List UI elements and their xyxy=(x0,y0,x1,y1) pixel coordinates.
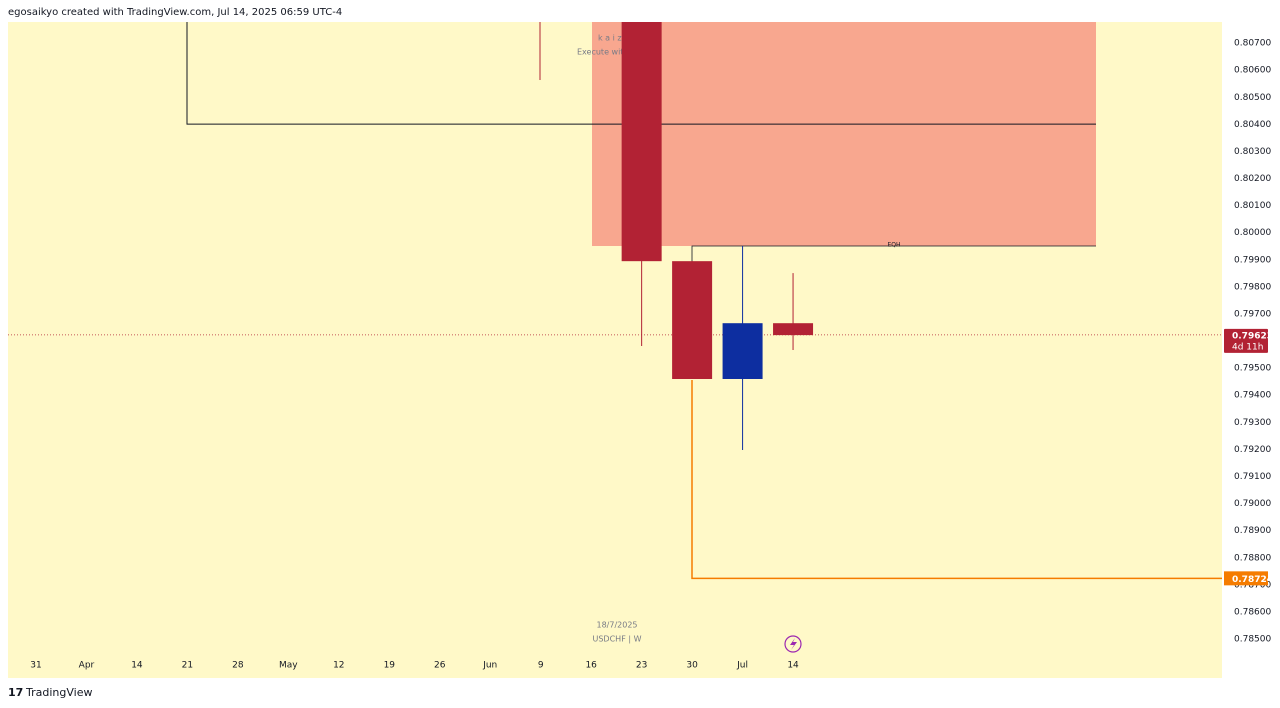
y-tick-label: 0.79900 xyxy=(1234,255,1271,265)
x-tick-label: Jul xyxy=(736,661,748,671)
candle-body xyxy=(672,261,713,379)
x-tick-label: 14 xyxy=(787,661,799,671)
countdown-label: 4d 11h xyxy=(1232,342,1263,352)
y-tick-label: 0.80100 xyxy=(1234,201,1271,211)
x-tick-label: 14 xyxy=(131,661,143,671)
target-line xyxy=(691,380,1222,580)
y-tick-label: 0.80600 xyxy=(1234,66,1271,76)
x-tick-label: 19 xyxy=(384,661,396,671)
x-tick-label: 28 xyxy=(232,661,244,671)
y-tick-label: 0.79000 xyxy=(1234,499,1271,509)
x-tick-label: 31 xyxy=(30,661,41,671)
y-tick-label: 0.79500 xyxy=(1234,364,1271,374)
brand-logo: 17 xyxy=(8,686,23,699)
y-tick-label: 0.78500 xyxy=(1234,635,1271,645)
x-tick-label: 21 xyxy=(182,661,193,671)
y-tick-label: 0.80300 xyxy=(1234,147,1271,157)
level-line xyxy=(186,22,1096,125)
x-tick-label: 16 xyxy=(585,661,597,671)
watermark-subtitle: Execute wit xyxy=(577,48,623,57)
candle-body xyxy=(722,323,763,379)
current-price-box xyxy=(1224,328,1268,353)
header: egosaikyo created with TradingView.com, … xyxy=(8,7,342,18)
y-tick-label: 0.79300 xyxy=(1234,418,1271,428)
x-tick-label: 30 xyxy=(686,661,698,671)
supply-zone xyxy=(592,22,1096,247)
candle-body xyxy=(621,22,662,262)
x-tick-label: 9 xyxy=(538,661,544,671)
target-price-label: 0.78724 xyxy=(1232,575,1273,585)
y-tick-label: 0.80400 xyxy=(1234,120,1271,130)
flash-icon-bolt xyxy=(790,638,797,650)
x-tick-label: 12 xyxy=(333,661,344,671)
y-tick-label: 0.78900 xyxy=(1234,526,1271,536)
y-tick-label: 0.79100 xyxy=(1234,472,1271,482)
y-tick-label: 0.80000 xyxy=(1234,228,1271,238)
flash-icon xyxy=(784,635,802,653)
y-tick-label: 0.79200 xyxy=(1234,445,1271,455)
candle-body xyxy=(773,323,814,336)
y-tick-label: 0.78800 xyxy=(1234,553,1271,563)
x-tick-label: 26 xyxy=(434,661,446,671)
x-tick-label: May xyxy=(279,661,298,671)
target-price-box xyxy=(1224,571,1268,586)
x-tick-label: Apr xyxy=(79,661,95,671)
watermark-title: k a i z xyxy=(598,34,622,43)
y-tick-label: 0.78700 xyxy=(1234,580,1271,590)
y-tick-label: 0.79400 xyxy=(1234,391,1271,401)
x-tick-label: 23 xyxy=(636,661,647,671)
y-tick-label: 0.80500 xyxy=(1234,93,1271,103)
date-note: 18/7/2025 xyxy=(596,621,637,630)
x-tick-label: Jun xyxy=(482,661,497,671)
y-tick-label: 0.79800 xyxy=(1234,282,1271,292)
y-tick-label: 0.79700 xyxy=(1234,309,1271,319)
symbol: USDCHF | W xyxy=(593,635,642,644)
y-tick-label: 0.78600 xyxy=(1234,607,1271,617)
current-price-label: 0.79623 xyxy=(1232,331,1273,341)
brand: TradingView xyxy=(25,686,92,699)
y-tick-label: 0.80200 xyxy=(1234,174,1271,184)
eqh-label: EQH xyxy=(887,242,900,249)
y-tick-label: 0.80700 xyxy=(1234,39,1271,49)
